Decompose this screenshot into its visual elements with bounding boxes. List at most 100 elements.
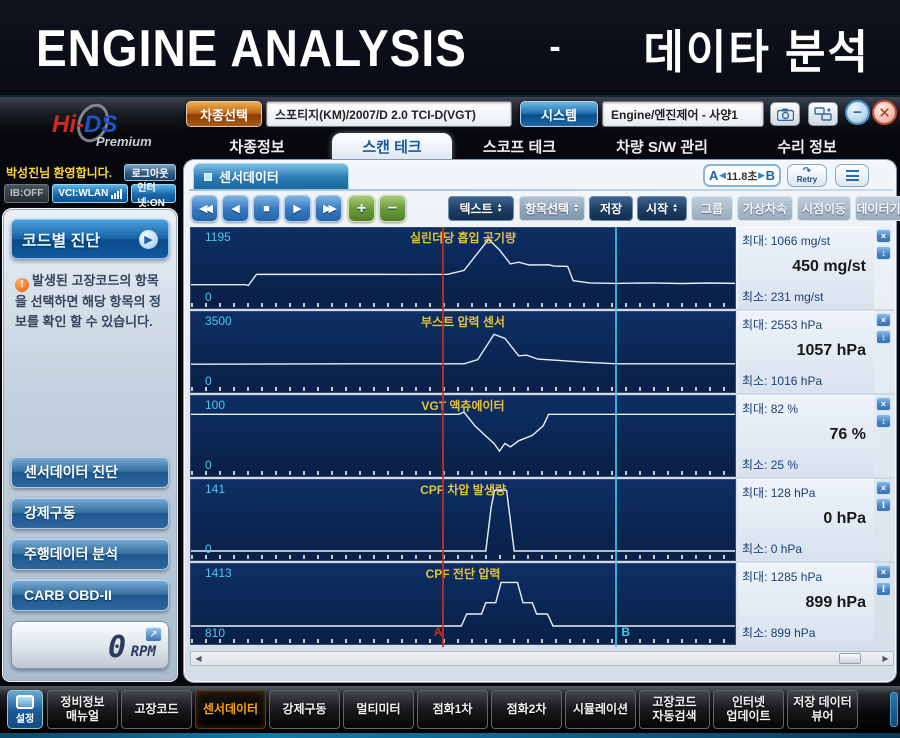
chart-plot-4[interactable]: 1413 810 CPF 전단 압력 [190, 563, 736, 645]
sensor-data-tab[interactable]: 센서데이터 [193, 163, 349, 189]
chart-buttons-2: × ↕ [874, 395, 894, 477]
rewind-button[interactable]: ◀◀ [191, 195, 218, 222]
tab-스캔-테크[interactable]: 스캔 테크 [332, 133, 452, 160]
value-panel-0: 최대: 1066 mg/st 450 mg/st 최소: 231 mg/st [738, 227, 874, 309]
ab-cursor-control[interactable]: A ◀ 11.8초 ▶ B [703, 164, 781, 187]
toolbar-button-점화1차[interactable]: 점화1차 [417, 690, 488, 729]
settings-label: 설정 [15, 713, 35, 725]
code-diagnosis-button[interactable]: 코드별 진단 ▶ [11, 219, 169, 259]
zoom-in-button[interactable]: + [348, 195, 375, 222]
cursor-b-line[interactable] [615, 227, 618, 647]
sidebar-button-주행데이터-분석[interactable]: 주행데이터 분석 [11, 538, 169, 570]
toolbar-button-시뮬레이션[interactable]: 시뮬레이션 [565, 690, 636, 729]
sidebar-button-CARB-OBD-II[interactable]: CARB OBD-II [11, 579, 169, 611]
toolbar-button-인터넷-업데이트[interactable]: 인터넷 업데이트 [713, 690, 784, 729]
tab-수리-정보[interactable]: 수리 정보 [777, 139, 837, 156]
toolbar-button-고장코드-자동검색[interactable]: 고장코드 자동검색 [639, 690, 710, 729]
page-title-dash: - [549, 28, 561, 66]
scroll-left-icon[interactable]: ◀ [195, 654, 202, 663]
control-button-텍스트[interactable]: 텍스트 ▲ ▼ [448, 196, 514, 221]
tab-스코프-테크[interactable]: 스코프 테크 [482, 139, 557, 156]
step-back-button[interactable]: ◀ [222, 195, 249, 222]
toolbar-button-저장-데이터-뷰어[interactable]: 저장 데이터 뷰어 [787, 690, 858, 729]
chart-plot-2[interactable]: 100 0 VGT 액츄에이터 [190, 395, 736, 477]
control-button-저장[interactable]: 저장 [589, 196, 633, 221]
cursor-b-step-icon[interactable]: ▶ [758, 170, 765, 180]
play-button[interactable]: ▶ [284, 195, 311, 222]
chart-buttons-1: × ↕ [874, 311, 894, 393]
min-value: 최소: 1016 hPa [742, 374, 823, 388]
logo-text-red: Hi- [52, 111, 84, 138]
stop-button[interactable]: ■ [253, 195, 280, 222]
chart-plot-3[interactable]: 141 0 CPF 차압 발생량 [190, 479, 736, 561]
scrollbar-thumb[interactable] [839, 653, 861, 664]
tab-차종정보[interactable]: 차종정보 [229, 139, 285, 156]
retry-button[interactable]: ↷ Retry [787, 164, 827, 187]
cursor-a-line[interactable] [441, 227, 444, 647]
welcome-bar: 박성진님 환영합니다. 로그아웃 [6, 162, 176, 182]
chart-cursor-button[interactable]: I [876, 582, 891, 596]
sidebar-button-센서데이터-진단[interactable]: 센서데이터 진단 [11, 456, 169, 488]
system-field[interactable]: Engine/엔진제어 - 사양1 [602, 101, 764, 127]
horizontal-scrollbar[interactable]: ◀ ▶ [190, 651, 894, 666]
sidebar-panel: 코드별 진단 ▶ ! 발생된 고장코드의 항목을 선택하면 해당 항목의 정보를 … [2, 208, 178, 682]
toolbar-button-점화2차[interactable]: 점화2차 [491, 690, 562, 729]
control-button-항목선택[interactable]: 항목선택 ▲ ▼ [519, 196, 585, 221]
toolbar-button-강제구동[interactable]: 강제구동 [269, 690, 340, 729]
chart-close-button[interactable]: × [876, 397, 891, 411]
max-value: 최대: 128 hPa [742, 486, 816, 500]
screen-switch-button[interactable] [808, 102, 838, 126]
toolbar-button-정비정보-매뉴얼[interactable]: 정비정보 매뉴얼 [47, 690, 118, 729]
control-button-시점이동[interactable]: 시점이동 [797, 196, 851, 221]
tab-차량-S/W-관리[interactable]: 차량 S/W 관리 [616, 139, 708, 156]
toolbar-button-센서데이터[interactable]: 센서데이터 [195, 690, 266, 729]
chart-close-button[interactable]: × [876, 313, 891, 327]
chart-close-button[interactable]: × [876, 481, 891, 495]
cursor-a-step-icon[interactable]: ◀ [719, 170, 726, 180]
toolbar-button-고장코드[interactable]: 고장코드 [121, 690, 192, 729]
rpm-display: 0 RPM ↗ [11, 621, 169, 669]
list-view-button[interactable] [835, 164, 869, 187]
zoom-out-button[interactable]: − [379, 195, 406, 222]
chart-plot-0[interactable]: 1195 0 실린더당 흡입 공기량 [190, 227, 736, 309]
chart-scale-button[interactable]: ↕ [876, 246, 891, 260]
list-icon [845, 170, 859, 181]
chart-close-button[interactable]: × [876, 229, 891, 243]
control-button-시작[interactable]: 시작 ▲ ▼ [637, 196, 687, 221]
settings-button[interactable]: 설정 [7, 690, 43, 729]
x-axis-ticks [191, 555, 735, 559]
logout-button[interactable]: 로그아웃 [124, 163, 176, 181]
min-value: 최소: 25 % [742, 458, 799, 472]
close-button[interactable]: ✕ [872, 100, 897, 125]
divider [189, 189, 893, 191]
minimize-button[interactable]: − [845, 100, 870, 125]
title-banner: ENGINE ANALYSIS - 데이타 분석 [0, 0, 900, 97]
updown-arrows-icon: ▲ ▼ [496, 202, 503, 214]
control-button-데이터기록[interactable]: 데이터기록 [855, 196, 900, 221]
rpm-expand-button[interactable]: ↗ [145, 627, 162, 642]
control-button-그룹[interactable]: 그룹 [691, 196, 733, 221]
toolbar-button-멀티미터[interactable]: 멀티미터 [343, 690, 414, 729]
status-badge-ib-off: IB:OFF [4, 184, 50, 203]
vehicle-field[interactable]: 스포티지(KM)/2007/D 2.0 TCI-D(VGT) [266, 101, 512, 127]
screenshot-button[interactable] [770, 102, 800, 126]
system-select-button[interactable]: 시스템 [520, 101, 598, 127]
chart-cursor-button[interactable]: I [876, 498, 891, 512]
bottom-accent-strip [0, 733, 900, 738]
scroll-right-icon[interactable]: ▶ [882, 654, 889, 663]
vehicle-select-button[interactable]: 차종선택 [186, 101, 262, 127]
chart-scale-button[interactable]: ↕ [876, 330, 891, 344]
chart-row-2: 100 0 VGT 액츄에이터 최대: 82 % 76 % 최소: 25 % × ↕ [190, 395, 894, 479]
warning-icon: ! [15, 277, 29, 292]
fast-forward-button[interactable]: ▶▶ [315, 195, 342, 222]
value-panel-4: 최대: 1285 hPa 899 hPa 최소: 899 hPa [738, 563, 874, 645]
chart-plot-1[interactable]: 3500 0 부스트 압력 센서 [190, 311, 736, 393]
control-button-가상차속[interactable]: 가상차속 [737, 196, 793, 221]
current-value: 899 hPa [805, 594, 866, 611]
chart-close-button[interactable]: × [876, 565, 891, 579]
page-title-en: ENGINE ANALYSIS [36, 18, 467, 77]
chart-scale-button[interactable]: ↕ [876, 414, 891, 428]
sidebar-button-강제구동[interactable]: 강제구동 [11, 497, 169, 529]
signal-bars-icon [111, 188, 123, 199]
